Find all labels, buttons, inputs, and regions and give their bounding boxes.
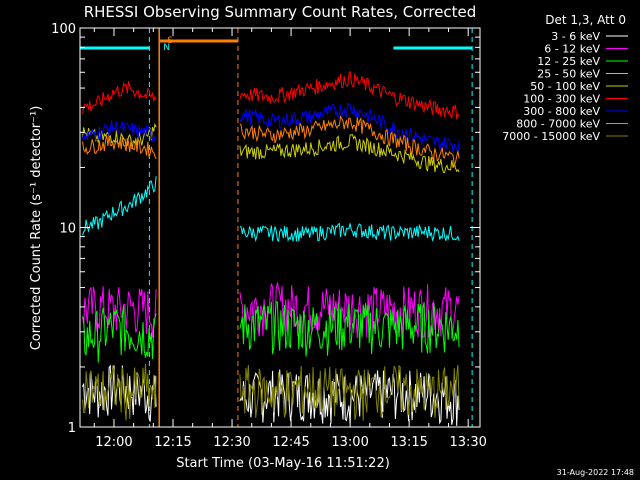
x-tick-label: 12:30 — [213, 435, 250, 450]
series-line — [239, 222, 460, 243]
series-800-7000-kev — [82, 115, 460, 168]
series-12-25-kev — [82, 301, 460, 363]
legend-entry-label: 12 - 25 keV — [537, 55, 600, 68]
chart-title: RHESSI Observing Summary Count Rates, Co… — [84, 3, 477, 21]
x-tick-label: 13:15 — [390, 435, 427, 450]
x-axis-label: Start Time (03-May-16 11:51:22) — [176, 456, 390, 471]
series-line — [82, 286, 157, 338]
marker-label-n: N — [163, 43, 170, 53]
legend-entry-label: 300 - 800 keV — [523, 105, 600, 118]
footer-date: 31-Aug-2022 17:48 — [557, 468, 634, 477]
x-tick-label: 13:30 — [449, 435, 486, 450]
y-tick-label: 1 — [68, 421, 76, 436]
x-tick-label: 12:00 — [95, 435, 132, 450]
series-line — [82, 81, 157, 114]
series-line — [239, 102, 460, 153]
x-tick-label: 12:15 — [154, 435, 191, 450]
legend-entry-label: 100 - 300 keV — [523, 93, 600, 106]
x-tick-label: 13:00 — [331, 435, 368, 450]
legend-entry-label: 6 - 12 keV — [544, 43, 600, 56]
series-25-50-kev — [82, 176, 460, 243]
legend-entry-label: 7000 - 15000 keV — [502, 130, 600, 143]
series-7000-15000-kev — [82, 364, 460, 421]
legend-entry-label: 50 - 100 keV — [530, 80, 600, 93]
series-line — [239, 301, 460, 357]
series-line — [82, 305, 157, 363]
series-line — [239, 71, 460, 120]
series-line — [82, 176, 157, 236]
legend-entry-label: 800 - 7000 keV — [516, 118, 600, 131]
series-line — [82, 120, 157, 143]
series-100-300-kev — [82, 71, 460, 120]
marker-label-s: S — [167, 36, 173, 46]
y-axis-label: Corrected Count Rate (s⁻¹ detector⁻¹) — [29, 106, 44, 351]
x-tick-label: 12:45 — [272, 435, 309, 450]
series-300-800-kev — [82, 102, 460, 153]
y-tick-label: 100 — [51, 22, 76, 37]
legend-entry-label: 3 - 6 keV — [551, 30, 600, 43]
legend-entry-label: 25 - 50 keV — [537, 68, 600, 81]
series-line — [82, 364, 157, 421]
series-line — [239, 364, 460, 421]
legend-header: Det 1,3, Att 0 — [545, 13, 626, 27]
series-line — [82, 135, 157, 160]
series-line — [239, 134, 460, 174]
series-line — [239, 115, 460, 168]
y-tick-label: 10 — [59, 222, 76, 237]
